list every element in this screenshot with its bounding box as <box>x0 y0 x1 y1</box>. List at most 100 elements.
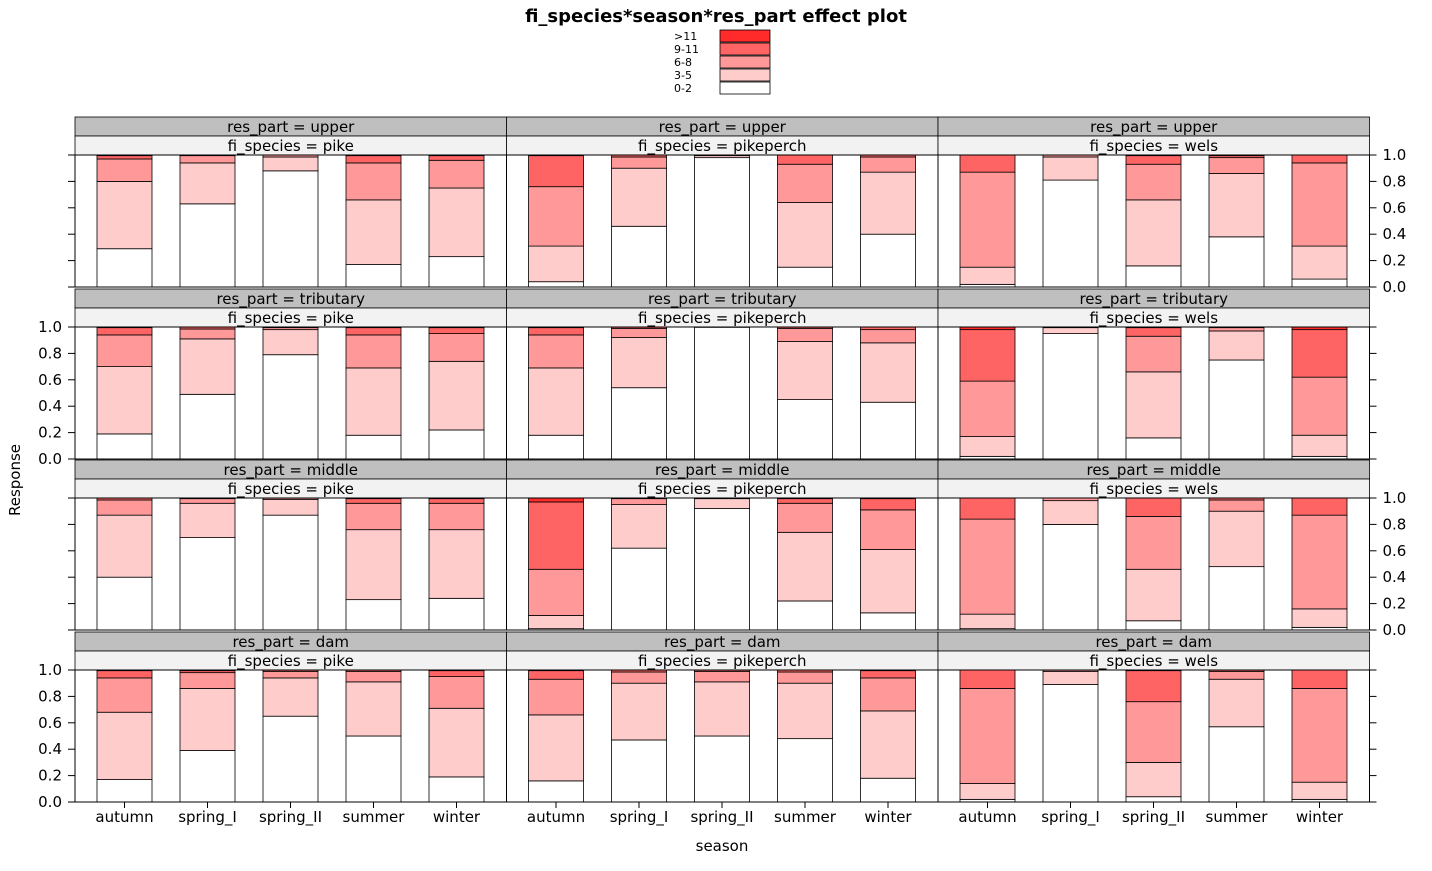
bar-segment <box>1126 372 1181 438</box>
bar-segment <box>180 751 235 802</box>
bar-segment <box>429 257 484 287</box>
bar-segment <box>1043 524 1098 630</box>
bar-segment <box>97 671 152 678</box>
bar-segment <box>529 335 584 368</box>
bar-segment <box>346 265 401 287</box>
bar-segment <box>695 682 750 736</box>
bar-segment <box>1292 782 1347 799</box>
bar-segment <box>1292 435 1347 456</box>
bar-segment <box>529 502 584 569</box>
bar-segment <box>1126 266 1181 287</box>
bar-segment <box>529 569 584 615</box>
legend-swatch <box>720 69 770 81</box>
bar-segment <box>429 430 484 459</box>
bar-segment <box>612 548 667 630</box>
res-part-strip-label: res_part = upper <box>227 118 355 137</box>
bar-segment <box>1126 498 1181 516</box>
bar-segment <box>778 155 833 164</box>
bar-segment <box>346 200 401 265</box>
bar-segment <box>1209 679 1264 727</box>
bar-segment <box>1126 156 1181 165</box>
bar-segment <box>346 156 401 163</box>
y-tick-label: 1.0 <box>38 318 62 336</box>
bar-segment <box>612 505 667 549</box>
bar-segment <box>346 530 401 600</box>
bar-segment <box>778 164 833 202</box>
bar-segment <box>346 736 401 802</box>
bar-segment <box>529 671 584 680</box>
bar-segment <box>960 155 1015 172</box>
bar-segment <box>97 156 152 159</box>
bar-segment <box>612 388 667 459</box>
bar-segment <box>429 328 484 334</box>
res-part-strip-label: res_part = tributary <box>1079 290 1228 309</box>
bar-segment <box>960 688 1015 783</box>
bar-segment <box>429 598 484 630</box>
bar-segment <box>97 367 152 434</box>
bar-segment <box>861 157 916 172</box>
bar-segment <box>180 503 235 537</box>
bar-segment <box>1043 501 1098 525</box>
legend-swatch <box>720 56 770 68</box>
legend-label: 3-5 <box>674 69 692 82</box>
bar-segment <box>1043 157 1098 180</box>
species-strip-label: fi_species = pike <box>228 137 354 156</box>
x-tick-label: spring_I <box>1041 808 1100 827</box>
bar-segment <box>695 736 750 802</box>
bar-segment <box>1292 609 1347 627</box>
y-tick-label: 1.0 <box>38 661 62 679</box>
x-tick-label: winter <box>864 808 912 826</box>
bar-segment <box>180 673 235 689</box>
y-tick-label: 0.0 <box>1383 278 1407 296</box>
bar-segment <box>861 402 916 459</box>
y-tick-label: 0.4 <box>38 397 62 415</box>
bar-segment <box>180 163 235 204</box>
bar-segment <box>861 711 916 778</box>
bar-segment <box>429 777 484 802</box>
x-tick-label: spring_II <box>1122 808 1185 827</box>
species-strip-label: fi_species = pikeperch <box>638 309 807 328</box>
bar-segment <box>97 678 152 712</box>
bar-segment <box>346 671 401 682</box>
res-part-strip-label: res_part = middle <box>1087 461 1221 480</box>
y-tick-label: 0.6 <box>1383 199 1407 217</box>
bar-segment <box>1126 569 1181 620</box>
bar-segment <box>1126 702 1181 763</box>
species-strip-label: fi_species = wels <box>1089 137 1218 156</box>
bar-segment <box>1043 671 1098 684</box>
legend-label: >11 <box>674 30 697 43</box>
species-strip-label: fi_species = pike <box>228 480 354 499</box>
bar-segment <box>1209 331 1264 360</box>
bar-segment <box>1126 438 1181 459</box>
bar-segment <box>529 368 584 435</box>
x-tick-label: spring_II <box>690 808 753 827</box>
bar-segment <box>1126 336 1181 372</box>
bar-segment <box>1126 164 1181 200</box>
bar-segment <box>346 328 401 335</box>
bar-segment <box>429 708 484 777</box>
bar-segment <box>529 246 584 282</box>
bar-segment <box>1209 671 1264 679</box>
bar-segment <box>429 361 484 430</box>
bar-segment <box>960 381 1015 436</box>
bar-segment <box>1126 516 1181 569</box>
bar-segment <box>695 327 750 459</box>
bar-segment <box>778 683 833 738</box>
bar-segment <box>778 328 833 341</box>
bar-segment <box>861 499 916 510</box>
bar-segment <box>346 499 401 504</box>
bar-segment <box>346 503 401 529</box>
bar-segment <box>429 188 484 257</box>
bar-segment <box>529 615 584 628</box>
bar-segment <box>1126 621 1181 630</box>
bar-segment <box>263 330 318 355</box>
bar-segment <box>529 282 584 287</box>
y-tick-label: 0.2 <box>38 424 62 442</box>
bar-segment <box>180 499 235 504</box>
res-part-strip-label: res_part = upper <box>659 118 787 137</box>
bar-segment <box>180 394 235 459</box>
bar-segment <box>1126 671 1181 702</box>
